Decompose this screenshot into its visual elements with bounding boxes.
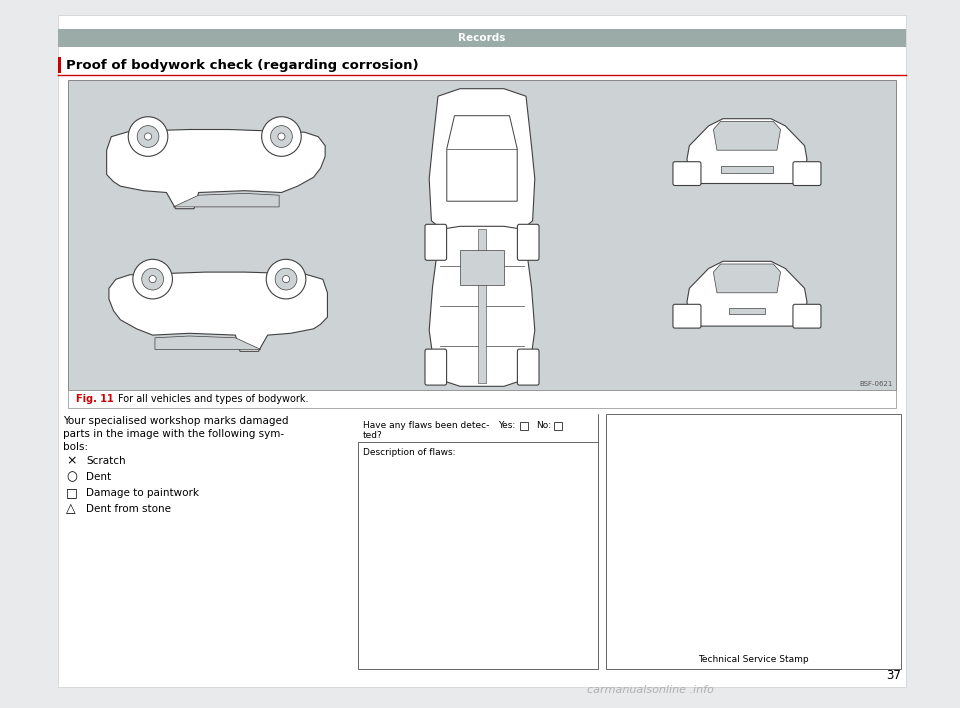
Text: □: □ [66,486,78,500]
Circle shape [142,268,163,290]
Text: 37: 37 [886,669,901,682]
Text: BSF-0621: BSF-0621 [859,381,893,387]
Bar [460,251,504,285]
Polygon shape [108,272,327,351]
Text: △: △ [66,503,76,515]
Text: Records: Records [458,33,506,43]
Bar [58,57,61,73]
Polygon shape [155,336,261,350]
FancyBboxPatch shape [673,161,701,185]
Polygon shape [687,261,807,326]
Polygon shape [429,227,535,387]
Circle shape [137,125,159,147]
Text: carmanualsonline .info: carmanualsonline .info [587,685,713,695]
Text: ○: ○ [66,471,77,484]
Circle shape [262,117,301,156]
Text: ted?: ted? [363,431,383,440]
FancyBboxPatch shape [425,349,446,385]
Text: Technical Service Stamp: Technical Service Stamp [698,654,809,663]
Text: Your specialised workshop marks damaged: Your specialised workshop marks damaged [63,416,289,426]
Text: ×: × [66,455,77,467]
FancyBboxPatch shape [517,224,539,261]
FancyBboxPatch shape [793,304,821,328]
Text: bols:: bols: [63,442,88,452]
Text: Dent: Dent [86,472,111,482]
Polygon shape [429,88,535,236]
Bar [58,29,906,47]
Bar [58,15,906,687]
Text: Dent from stone: Dent from stone [86,504,171,514]
Circle shape [144,133,152,140]
Circle shape [276,268,297,290]
Text: Proof of bodywork check (regarding corrosion): Proof of bodywork check (regarding corro… [66,59,419,72]
FancyBboxPatch shape [425,224,446,261]
Bar [358,414,598,442]
Text: Scratch: Scratch [86,456,126,466]
Circle shape [271,125,293,147]
Bar [721,166,774,173]
FancyBboxPatch shape [793,161,821,185]
Polygon shape [687,119,807,183]
Bar [729,308,765,314]
Text: No:: No: [536,421,551,430]
FancyBboxPatch shape [517,349,539,385]
Text: parts in the image with the following sym-: parts in the image with the following sy… [63,429,284,439]
Circle shape [132,259,173,299]
Circle shape [282,275,290,282]
Bar [68,390,896,408]
Polygon shape [446,115,517,201]
Bar [478,229,487,383]
Text: Fig. 11: Fig. 11 [76,394,113,404]
Polygon shape [713,121,780,150]
Text: For all vehicles and types of bodywork.: For all vehicles and types of bodywork. [118,394,308,404]
Bar [520,422,528,430]
Bar [554,422,562,430]
Bar [68,80,896,390]
Bar [606,414,901,669]
FancyBboxPatch shape [673,304,701,328]
Polygon shape [174,193,279,207]
Text: Damage to paintwork: Damage to paintwork [86,488,199,498]
Polygon shape [107,130,325,209]
Text: Have any flaws been detec-: Have any flaws been detec- [363,421,490,430]
Polygon shape [713,264,780,293]
Circle shape [129,117,168,156]
Circle shape [277,133,285,140]
Text: Description of flaws:: Description of flaws: [363,448,455,457]
Bar [358,414,598,669]
Text: Yes:: Yes: [498,421,516,430]
Circle shape [149,275,156,282]
Circle shape [266,259,306,299]
